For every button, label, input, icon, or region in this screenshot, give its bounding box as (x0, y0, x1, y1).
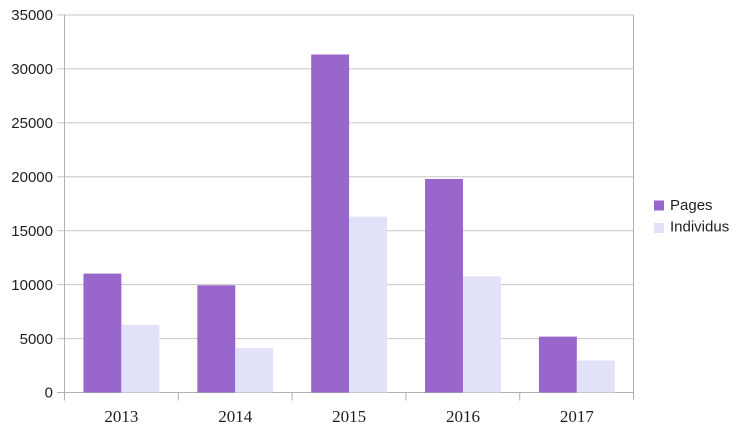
svg-text:2015: 2015 (332, 407, 366, 426)
svg-text:Pages: Pages (670, 197, 713, 214)
svg-text:15000: 15000 (11, 223, 53, 240)
svg-text:35000: 35000 (11, 7, 53, 24)
svg-text:2014: 2014 (218, 407, 253, 426)
svg-text:20000: 20000 (11, 169, 53, 186)
svg-text:2017: 2017 (560, 407, 595, 426)
svg-text:0: 0 (45, 385, 53, 402)
svg-text:30000: 30000 (11, 61, 53, 78)
svg-text:10000: 10000 (11, 277, 53, 294)
svg-text:25000: 25000 (11, 115, 53, 132)
svg-text:5000: 5000 (20, 331, 53, 348)
svg-text:Individus: Individus (670, 219, 729, 236)
svg-text:2016: 2016 (446, 407, 480, 426)
svg-text:2013: 2013 (104, 407, 138, 426)
